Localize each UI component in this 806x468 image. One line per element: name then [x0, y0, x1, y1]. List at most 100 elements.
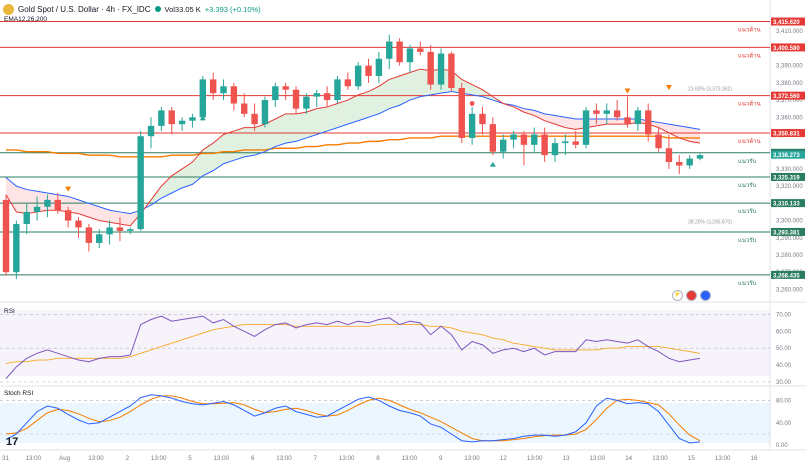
time-tick-label: 5	[188, 455, 192, 462]
price-level-tag	[771, 172, 805, 181]
time-tick-label: 12	[500, 455, 507, 462]
gold-symbol-icon	[3, 3, 14, 15]
ema-ribbon-fill	[544, 113, 555, 125]
time-tick-label: 13:00	[214, 455, 230, 462]
candle-body	[499, 139, 507, 152]
price-level-tag	[771, 270, 805, 279]
rsi-indicator-label[interactable]: RSI	[4, 308, 15, 315]
candle-body	[251, 113, 258, 125]
support-label: แนวรับ	[738, 280, 757, 287]
candle-body	[241, 103, 248, 114]
candle-body	[603, 110, 610, 114]
candle-body	[189, 117, 196, 121]
price-level-value: 3,293.381	[773, 230, 800, 236]
candle-body	[85, 227, 93, 243]
candle-body	[158, 110, 165, 126]
support-label: แนวรับ	[738, 158, 757, 165]
candle-body	[655, 134, 662, 149]
candle-body	[541, 134, 548, 156]
resistance-label: แนวต้าน	[738, 52, 761, 59]
signal-marker	[489, 161, 496, 167]
price-level-tag	[771, 129, 805, 138]
candle-body	[2, 199, 10, 273]
time-tick-label: 13:00	[715, 455, 731, 462]
time-tick-label: Aug	[59, 455, 71, 462]
ema-ribbon-fill	[296, 112, 307, 142]
candle-body	[292, 89, 300, 109]
fib-note: 38.20% (3,295.870)	[688, 220, 732, 226]
ema-ribbon-fill	[78, 199, 89, 218]
time-tick-label: 13:00	[276, 455, 292, 462]
signal-marker	[665, 85, 672, 91]
time-tick-label: 13:00	[527, 455, 543, 462]
rsi-tick-label: 60.00	[776, 329, 792, 335]
time-tick-label: 13:00	[88, 455, 104, 462]
stoch-rsi-indicator-label[interactable]: Stoch RSI	[4, 390, 34, 397]
ema-ribbon-fill	[161, 175, 172, 199]
price-tick-label: 3,320.000	[776, 184, 803, 190]
ema-ribbon-fill	[223, 131, 234, 164]
candle-body	[282, 86, 289, 90]
signal-marker	[65, 186, 72, 192]
ema-ribbon-fill	[378, 79, 390, 114]
ema-ribbon-fill	[668, 124, 680, 138]
time-tick-label: 7	[314, 455, 318, 462]
candle-body	[644, 110, 652, 135]
ema200-line	[6, 135, 700, 158]
ema-ribbon-fill	[679, 125, 690, 142]
ema-ribbon-fill	[482, 89, 493, 101]
price-change: +3.393 (+0.10%)	[204, 4, 261, 14]
candle-body	[33, 206, 41, 212]
tradingview-logo[interactable]: 17	[6, 436, 19, 448]
candle-body	[531, 134, 538, 145]
time-tick-label: 2	[126, 455, 130, 462]
candle-body	[510, 134, 517, 140]
candle-body	[116, 227, 124, 231]
price-tick-label: 3,370.000	[776, 98, 803, 104]
ema-ribbon-fill	[337, 100, 348, 128]
price-tick-label: 3,390.000	[776, 64, 803, 70]
candle-body	[147, 125, 155, 137]
candle-body	[354, 65, 362, 87]
clock-icon[interactable]: ⚡	[672, 290, 683, 301]
candle-body	[13, 223, 20, 273]
ema-ribbon-fill	[658, 122, 669, 133]
ema-ribbon-fill	[99, 206, 110, 223]
time-tick-label: 6	[251, 455, 255, 462]
candle-body	[261, 100, 269, 125]
support-label: แนวรับ	[738, 237, 757, 244]
time-tick-label: 13:00	[590, 455, 606, 462]
market-status-icon	[154, 6, 161, 12]
ema-ribbon-fill	[358, 91, 369, 121]
candle-body	[489, 124, 497, 152]
candle-body	[334, 79, 341, 101]
candle-body	[313, 93, 320, 97]
price-tick-label: 3,280.000	[776, 253, 803, 259]
ema-ribbon-fill	[409, 69, 421, 101]
price-level-tag	[771, 17, 805, 26]
candle-body	[520, 134, 528, 145]
candle-body	[572, 141, 579, 145]
price-tick-label: 3,300.000	[776, 219, 803, 225]
flag-icons: ⚡	[672, 290, 711, 301]
symbol-title[interactable]: Gold Spot / U.S. Dollar · 4h · FX_IDC	[18, 4, 151, 14]
candle-body	[593, 110, 600, 114]
ema-ribbon-fill	[306, 108, 317, 138]
signal-marker	[624, 88, 631, 94]
stoch-d-line	[5, 395, 701, 442]
ema-indicator-label[interactable]: EMA12,26,200	[4, 16, 48, 23]
support-label: แนวรับ	[738, 208, 757, 215]
time-tick-label: 13	[563, 455, 570, 462]
ema-ribbon-fill	[389, 75, 400, 109]
price-level-value: 3,325.319	[773, 175, 800, 181]
ema-ribbon-fill	[192, 149, 203, 185]
ema-ribbon-fill	[285, 113, 297, 144]
candle-body	[624, 117, 631, 125]
ema-ribbon-fill	[399, 72, 410, 106]
signal-marker	[138, 138, 144, 144]
ema-ribbon-fill	[472, 84, 483, 97]
time-tick-label: 13:00	[402, 455, 418, 462]
resistance-label: แนวต้าน	[738, 138, 761, 145]
ema-ribbon-fill	[316, 106, 328, 135]
candle-body	[417, 48, 424, 52]
